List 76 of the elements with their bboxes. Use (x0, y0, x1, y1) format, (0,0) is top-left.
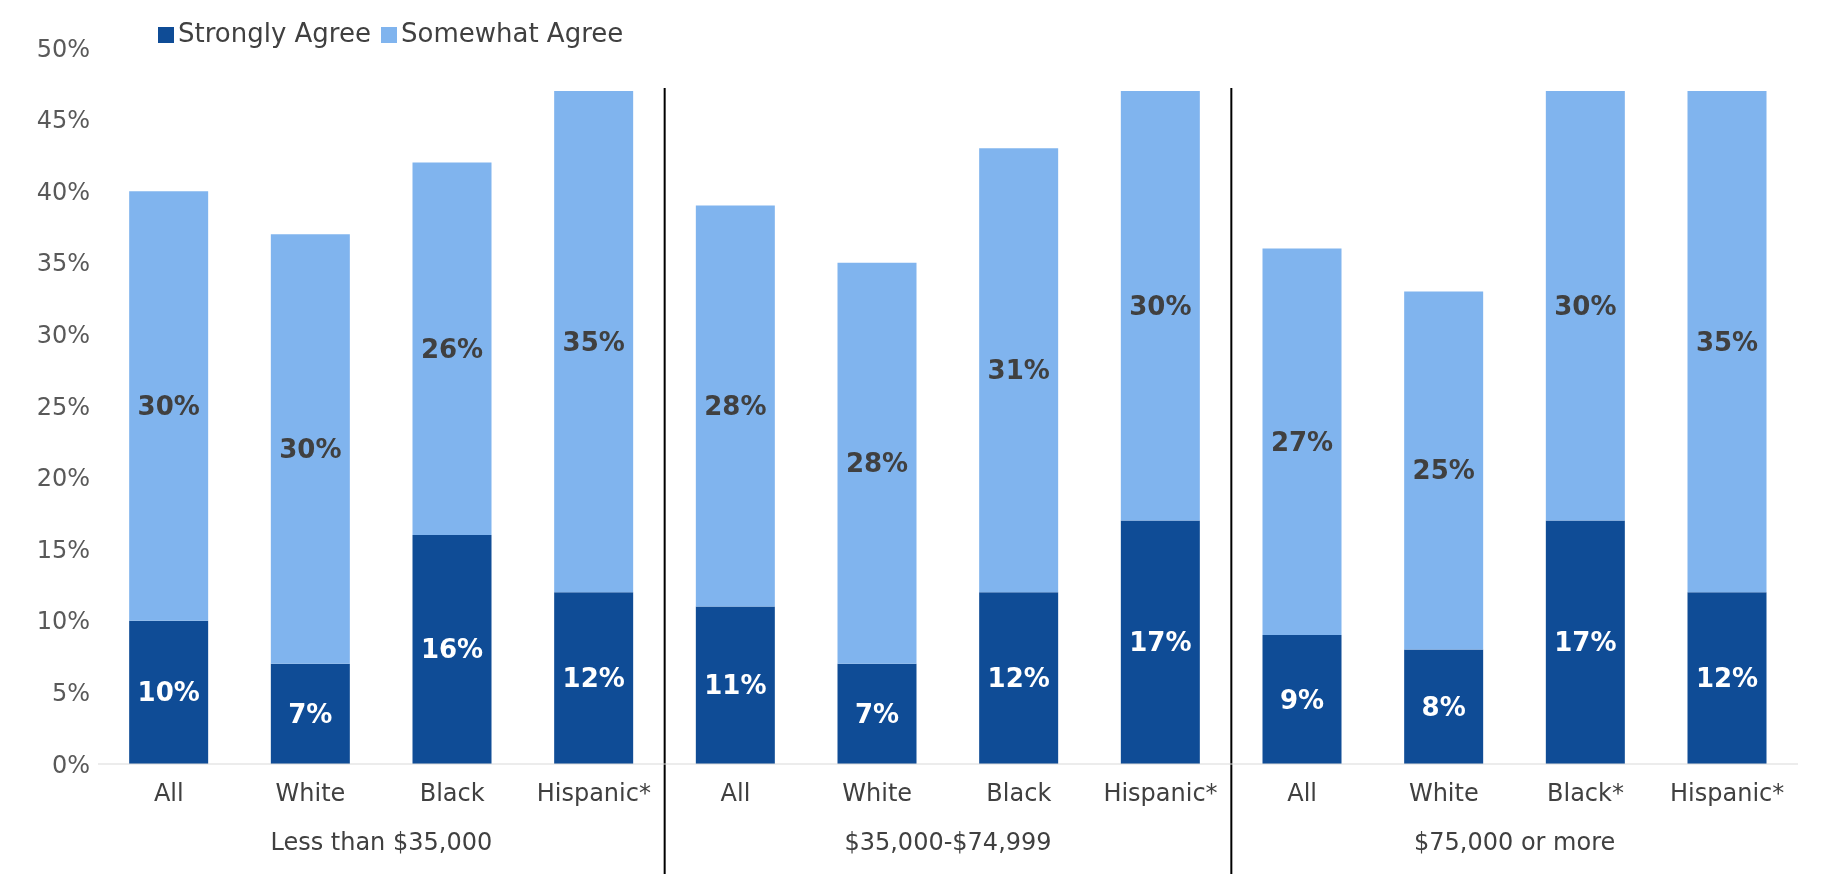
bar (1262, 635, 1342, 764)
x-tick-label: All (153, 779, 184, 808)
y-tick-label: 45% (36, 106, 90, 135)
data-label: 12% (987, 663, 1050, 694)
y-tick-label: 35% (36, 249, 90, 278)
y-tick-label: 15% (36, 535, 90, 564)
x-tick-label: Hispanic* (1103, 779, 1218, 808)
bar (695, 606, 775, 764)
y-tick-label: 30% (36, 320, 90, 349)
bar (1404, 291, 1484, 650)
x-tick-label: White (842, 779, 913, 808)
data-label: 30% (1554, 290, 1617, 321)
bar (1262, 248, 1342, 636)
data-label: 30% (279, 433, 342, 464)
bar (979, 592, 1059, 764)
data-label: 31% (987, 355, 1050, 386)
y-tick-label: 40% (36, 177, 90, 206)
data-label: 16% (420, 634, 484, 665)
bar (837, 262, 917, 664)
data-label: 7% (288, 698, 333, 729)
data-label: 12% (562, 663, 625, 694)
text: Less than $35,000 (270, 828, 493, 856)
data-label: 35% (562, 326, 625, 357)
data-label: 17% (1129, 627, 1192, 658)
x-tick-label: Hispanic* (536, 779, 651, 808)
data-label: 30% (137, 391, 200, 421)
data-label: 8% (1421, 691, 1466, 722)
x-tick-label: Hispanic* (1670, 779, 1785, 808)
x-tick-label: White (1408, 779, 1479, 808)
x-tick-label: Black (419, 779, 485, 808)
y-tick-label: 20% (36, 464, 90, 493)
x-tick-label: White (275, 779, 346, 808)
bar (412, 534, 492, 764)
legend-label: Somewhat Agree (400, 18, 624, 48)
bar (129, 191, 209, 621)
x-tick-label: Black (986, 779, 1052, 808)
data-label: 12% (1695, 663, 1759, 694)
bar (837, 663, 917, 764)
bar (129, 620, 209, 764)
data-label: 10% (137, 677, 200, 708)
bar (554, 592, 634, 764)
data-label: 27% (1270, 426, 1334, 457)
bar (412, 162, 492, 535)
bar (1120, 90, 1200, 521)
data-label: 9% (1279, 684, 1325, 715)
bar (1545, 520, 1625, 764)
data-label: 25% (1412, 455, 1475, 486)
x-tick-label: All (720, 779, 751, 808)
x-tick-label: All (1287, 779, 1318, 808)
data-label: 7% (854, 698, 900, 729)
bar (1687, 90, 1767, 593)
data-label: 26% (420, 333, 484, 364)
bar (1687, 592, 1767, 764)
text: $35,000-$74,999 (844, 828, 1052, 856)
text: $75,000 or more (1414, 828, 1616, 856)
bar (1545, 90, 1625, 521)
bar (270, 234, 350, 664)
bar (554, 90, 634, 593)
y-tick-label: 50% (36, 34, 90, 63)
data-label: 28% (704, 391, 767, 421)
bar (695, 205, 775, 607)
bar (1120, 520, 1200, 764)
bar (1404, 649, 1484, 764)
data-label: 30% (1129, 290, 1192, 321)
data-label: 35% (1695, 326, 1759, 357)
data-label: 11% (704, 670, 767, 701)
y-tick-label: 10% (36, 607, 90, 636)
bar (270, 663, 350, 764)
y-tick-label: 25% (36, 392, 90, 421)
bar (979, 148, 1059, 593)
x-tick-label: Black* (1547, 779, 1624, 808)
data-label: 17% (1554, 627, 1617, 658)
y-tick-label: 0% (51, 750, 90, 779)
legend-label: Strongly Agree (178, 18, 371, 48)
y-tick-label: 5% (51, 678, 90, 707)
data-label: 28% (845, 448, 909, 479)
